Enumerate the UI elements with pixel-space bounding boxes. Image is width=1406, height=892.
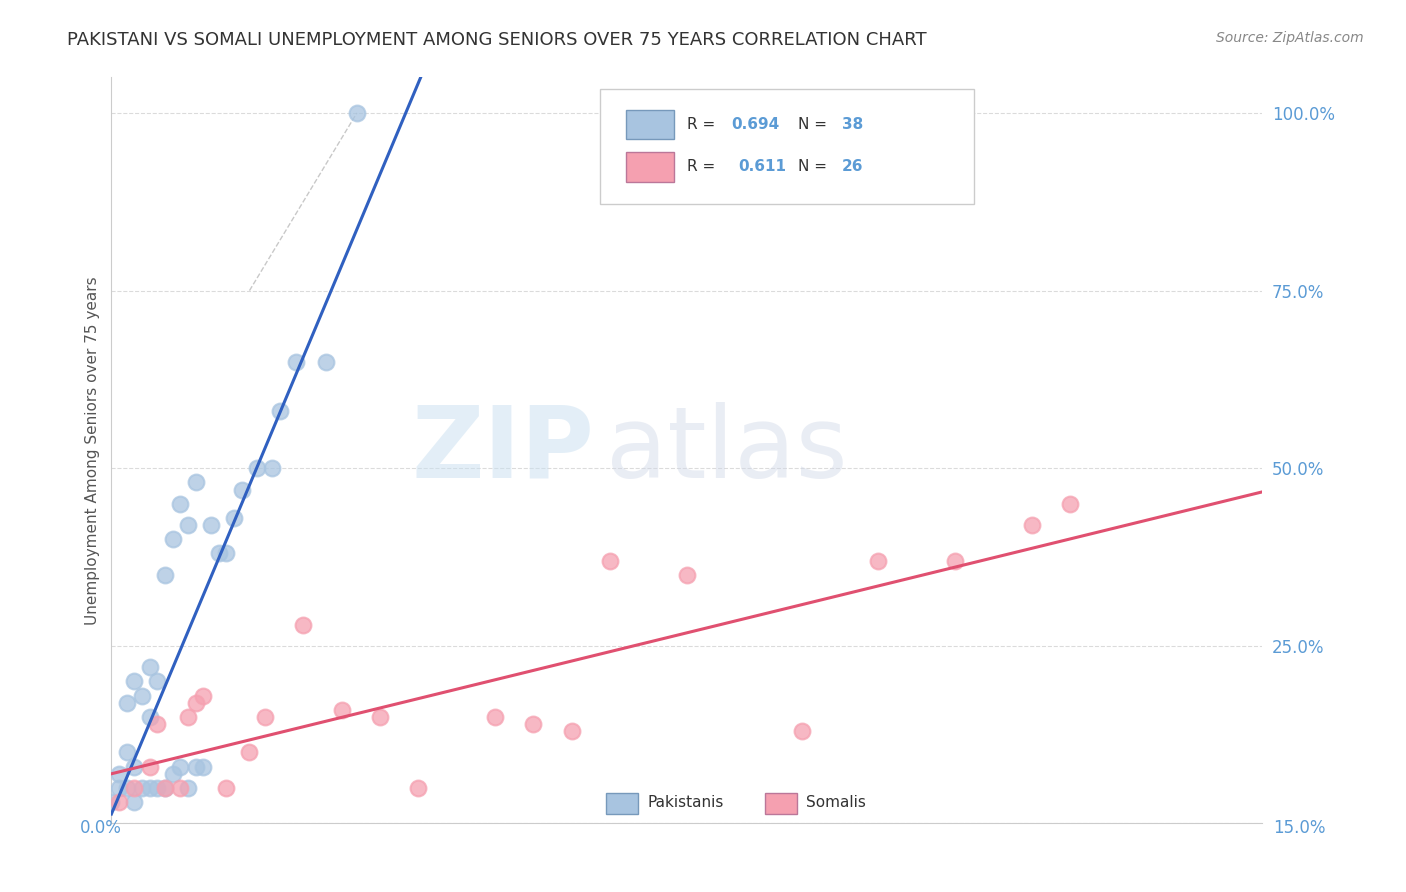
Text: 26: 26: [842, 160, 863, 175]
Point: [139, 780, 162, 795]
Text: 0.694: 0.694: [731, 117, 780, 132]
Point: [599, 553, 621, 567]
Point: [368, 710, 391, 724]
FancyBboxPatch shape: [626, 152, 673, 182]
Point: [124, 795, 146, 809]
Point: [153, 780, 176, 795]
Point: [193, 689, 215, 703]
Point: [153, 780, 176, 795]
Point: [246, 461, 269, 475]
Point: [200, 518, 222, 533]
Point: [1059, 497, 1081, 511]
Point: [292, 617, 315, 632]
Point: [215, 780, 238, 795]
Text: Pakistanis: Pakistanis: [648, 795, 724, 810]
Point: [115, 696, 138, 710]
Point: [146, 717, 169, 731]
FancyBboxPatch shape: [600, 88, 974, 204]
Point: [1021, 518, 1043, 533]
Point: [146, 780, 169, 795]
Point: [561, 724, 583, 739]
Text: R =: R =: [686, 117, 720, 132]
Text: 15.0%: 15.0%: [1272, 819, 1326, 837]
Point: [522, 717, 544, 731]
Text: R =: R =: [686, 160, 724, 175]
Point: [108, 795, 131, 809]
Point: [238, 746, 260, 760]
Point: [115, 746, 138, 760]
Point: [146, 674, 169, 689]
Point: [253, 710, 276, 724]
Point: [790, 724, 813, 739]
Y-axis label: Unemployment Among Seniors over 75 years: Unemployment Among Seniors over 75 years: [86, 277, 100, 624]
Point: [215, 546, 238, 560]
Text: atlas: atlas: [606, 402, 848, 499]
Point: [162, 766, 184, 780]
Point: [153, 567, 176, 582]
FancyBboxPatch shape: [606, 793, 638, 814]
FancyBboxPatch shape: [626, 110, 673, 139]
Point: [177, 710, 200, 724]
Point: [231, 483, 253, 497]
Point: [162, 533, 184, 547]
Text: Source: ZipAtlas.com: Source: ZipAtlas.com: [1216, 31, 1364, 45]
Text: 38: 38: [842, 117, 863, 132]
Point: [100, 795, 122, 809]
FancyBboxPatch shape: [765, 793, 797, 814]
Point: [284, 354, 307, 368]
Point: [131, 780, 153, 795]
Point: [406, 780, 429, 795]
Point: [108, 766, 131, 780]
Point: [346, 106, 368, 120]
Point: [868, 553, 890, 567]
Point: [177, 518, 200, 533]
Point: [484, 710, 506, 724]
Text: N =: N =: [799, 160, 832, 175]
Point: [315, 354, 337, 368]
Point: [943, 553, 966, 567]
Point: [193, 759, 215, 773]
Text: N =: N =: [799, 117, 832, 132]
Point: [675, 567, 697, 582]
Point: [169, 759, 191, 773]
Point: [330, 703, 353, 717]
Point: [139, 759, 162, 773]
Point: [184, 475, 207, 490]
Point: [131, 689, 153, 703]
Point: [124, 674, 146, 689]
Point: [184, 696, 207, 710]
Point: [177, 780, 200, 795]
Point: [115, 780, 138, 795]
Point: [124, 759, 146, 773]
Point: [184, 759, 207, 773]
Text: Somalis: Somalis: [807, 795, 866, 810]
Point: [139, 660, 162, 674]
Text: PAKISTANI VS SOMALI UNEMPLOYMENT AMONG SENIORS OVER 75 YEARS CORRELATION CHART: PAKISTANI VS SOMALI UNEMPLOYMENT AMONG S…: [67, 31, 927, 49]
Point: [224, 511, 246, 525]
Text: 0.0%: 0.0%: [80, 819, 122, 837]
Point: [262, 461, 284, 475]
Text: 0.611: 0.611: [738, 160, 786, 175]
Point: [124, 780, 146, 795]
Point: [269, 404, 291, 418]
Text: ZIP: ZIP: [412, 402, 595, 499]
Point: [139, 710, 162, 724]
Point: [169, 497, 191, 511]
Point: [208, 546, 231, 560]
Point: [108, 780, 131, 795]
Point: [169, 780, 191, 795]
